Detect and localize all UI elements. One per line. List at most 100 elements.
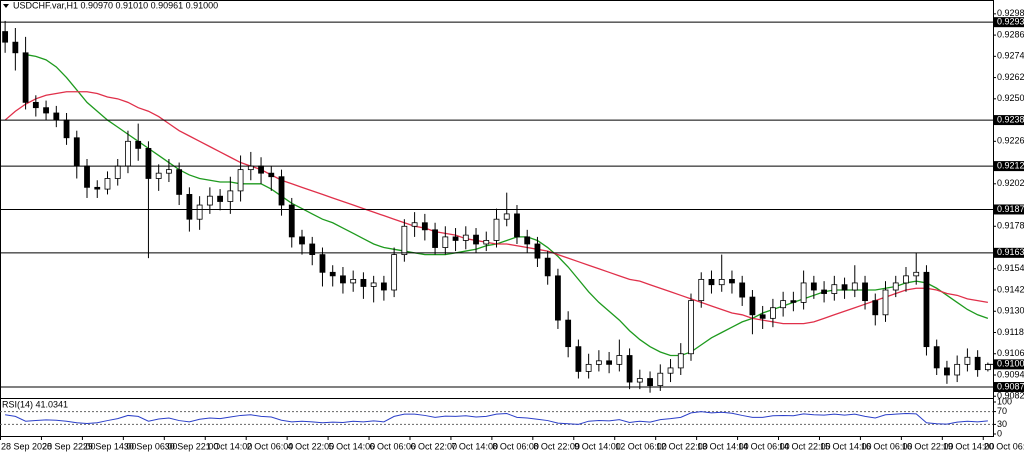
candle-body: [319, 254, 326, 273]
candle-body: [984, 363, 991, 371]
candle-body: [770, 307, 776, 319]
x-tick-label: 28 Sep 2020: [1, 441, 52, 451]
x-tick-label: 14 Oct 22:00: [779, 441, 831, 451]
candle-body: [166, 169, 172, 174]
candle-body: [647, 378, 653, 387]
candle-body: [667, 367, 674, 374]
chart-title: RSI(14) 41.0341: [2, 399, 68, 409]
candle-body: [626, 355, 633, 383]
candle-body: [862, 282, 868, 302]
current-price-label: 0.91000: [997, 359, 1024, 369]
candle-body: [688, 300, 694, 355]
candle-body: [227, 190, 234, 202]
candle-body: [94, 186, 101, 190]
y-tick-label: 100: [997, 396, 1012, 406]
level-bg: [994, 204, 1024, 215]
candle-body: [851, 282, 858, 291]
candle-body: [176, 169, 183, 195]
candle-body: [421, 222, 428, 231]
candle-body: [606, 360, 613, 365]
candle-body: [145, 147, 152, 179]
candle-body: [780, 300, 787, 309]
candle-body: [442, 236, 449, 248]
candle-body: [657, 372, 664, 387]
candle-body: [800, 282, 807, 303]
x-tick-label: 19 Oct 14:00: [943, 441, 995, 451]
candle-body: [360, 278, 367, 287]
candle-body: [954, 363, 961, 376]
candle-body: [616, 355, 623, 365]
level-bg: [994, 161, 1024, 172]
candle-body: [278, 176, 285, 206]
candle-body: [73, 137, 80, 167]
candle-body: [759, 314, 766, 319]
x-tick-label: 6 Oct 06:00: [370, 441, 417, 451]
current-price-bg: [994, 359, 1024, 370]
candle-body: [483, 240, 490, 245]
candle-body: [340, 275, 346, 284]
candle-body: [329, 271, 336, 277]
candle-body: [729, 278, 735, 284]
candle-body: [63, 119, 70, 139]
candle-body: [12, 41, 19, 54]
x-tick-label: 15 Oct 14:00: [820, 441, 872, 451]
candle-body: [247, 165, 254, 171]
x-tick-label: 30 Sep 06:00: [124, 441, 178, 451]
candle-body: [155, 172, 162, 179]
candle-body: [237, 169, 244, 192]
x-tick-label: 29 Sep 14:00: [83, 441, 137, 451]
candle-body: [473, 234, 479, 245]
candle-body: [268, 172, 275, 178]
level-label: 0.92933: [997, 17, 1024, 27]
candle-body: [217, 195, 223, 202]
candle-body: [841, 284, 848, 291]
y-tick-label: 30: [997, 419, 1007, 429]
candle-body: [2, 31, 9, 43]
rsi-line: [5, 411, 988, 425]
x-tick-label: 14 Oct 06:00: [738, 441, 790, 451]
x-tick-label: 4 Oct 22:00: [288, 441, 335, 451]
candle-body: [903, 275, 909, 284]
candle-body: [462, 234, 469, 241]
candle-body: [524, 236, 531, 245]
x-tick-label: 13 Oct 14:00: [697, 441, 749, 451]
candle-body: [575, 346, 582, 372]
candle-body: [380, 282, 387, 291]
candle-body: [288, 204, 295, 238]
candle-body: [125, 140, 131, 167]
x-tick-label: 9 Oct 14:00: [574, 441, 621, 451]
candle-body: [53, 112, 60, 121]
candle-body: [514, 213, 520, 238]
candle-body: [370, 282, 377, 287]
candle-body: [391, 254, 398, 291]
candle-body: [698, 278, 705, 302]
candle-body: [790, 300, 797, 303]
x-tick-label: 30 Sep 22:00: [165, 441, 219, 451]
candle-body: [585, 363, 592, 372]
candle-body: [104, 178, 111, 190]
x-tick-label: 2 Oct 06:00: [247, 441, 294, 451]
candle-body: [534, 243, 541, 259]
candle-body: [974, 356, 981, 371]
level-label: 0.90872: [997, 381, 1024, 391]
candle-body: [810, 282, 817, 291]
candle-body: [913, 271, 920, 277]
candle-body: [493, 218, 500, 241]
candle-body: [872, 300, 879, 316]
candle-body: [84, 165, 90, 188]
candle-body: [32, 101, 39, 109]
candle-body: [565, 319, 572, 348]
x-tick-label: 16 Oct 22:00: [902, 441, 954, 451]
